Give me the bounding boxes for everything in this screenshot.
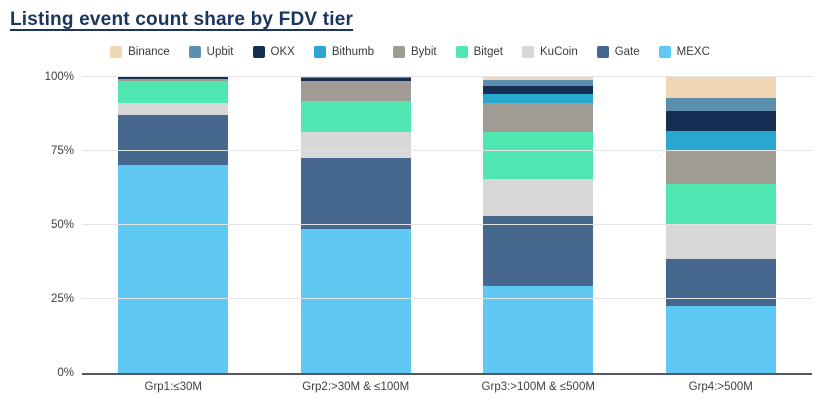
legend-swatch-kucoin (522, 46, 534, 58)
bar-segment-bitget-group3 (483, 132, 594, 179)
legend-item-bithumb: Bithumb (313, 46, 374, 58)
bar-segment-kucoin-group3 (483, 178, 594, 217)
legend-swatch-bybit (393, 46, 405, 58)
legend-label-bybit: Bybit (411, 46, 437, 58)
legend-swatch-okx (252, 46, 265, 58)
legend-swatch-upbit (188, 46, 201, 58)
bar-segment-okx-group1 (118, 77, 229, 79)
legend-item-gate: Gate (596, 46, 640, 58)
bar-segment-binance-group4 (665, 77, 776, 99)
legend-swatch-gate (596, 46, 609, 58)
bar-segment-bybit-group2 (300, 81, 411, 101)
gridline-50pct (82, 224, 812, 225)
legend-label-bithumb: Bithumb (331, 46, 374, 58)
legend-label-bitget: Bitget (473, 46, 503, 58)
y-axis-label-50pct: 50% (50, 219, 74, 231)
legend-label-gate: Gate (614, 46, 640, 58)
bar-segment-mexc-group4 (665, 305, 776, 373)
x-axis-label-group2: Grp2:>30M & ≤100M (302, 381, 410, 393)
stacked-bar-group1 (118, 77, 229, 373)
stacked-bar-group3 (483, 77, 594, 373)
legend-swatch-bitget (455, 46, 468, 58)
bar-segment-mexc-group2 (300, 229, 411, 373)
legend-label-okx: OKX (270, 46, 295, 58)
bar-segment-mexc-group3 (483, 285, 594, 373)
bar-segment-bybit-group1 (118, 78, 229, 82)
legend-item-kucoin: KuCoin (522, 46, 578, 58)
bars (82, 77, 812, 373)
bar-segment-kucoin-group4 (665, 223, 776, 260)
y-axis-label-0pct: 0% (57, 367, 74, 379)
x-axis-label-group4: Grp4:>500M (688, 381, 753, 393)
legend-item-okx: OKX (252, 46, 295, 58)
bar-segment-upbit-group3 (483, 80, 594, 86)
bar-segment-bitget-group1 (118, 81, 229, 104)
bar-segment-bithumb-group4 (665, 130, 776, 151)
legend-label-upbit: Upbit (206, 46, 234, 58)
legend-swatch-mexc (658, 46, 671, 58)
legend-label-kucoin: KuCoin (540, 46, 578, 58)
x-axis-label-group1: Grp1:≤30M (144, 381, 202, 393)
y-axis-label-100pct: 100% (44, 71, 74, 83)
bar-segment-okx-group3 (483, 85, 594, 94)
bar-segment-upbit-group4 (665, 98, 776, 112)
bar-slot-1 (82, 77, 265, 373)
y-axis-label-75pct: 75% (50, 145, 74, 157)
gridline-25pct (82, 298, 812, 299)
legend-item-upbit: Upbit (188, 46, 234, 58)
legend-swatch-binance (110, 46, 123, 58)
bar-segment-mexc-group1 (118, 165, 229, 373)
legend-swatch-bithumb (313, 46, 326, 58)
bar-segment-gate-group2 (300, 158, 411, 230)
bar-segment-bitget-group2 (300, 100, 411, 132)
bar-segment-bitget-group4 (665, 183, 776, 224)
bar-segment-kucoin-group1 (118, 103, 229, 115)
bar-segment-kucoin-group2 (300, 131, 411, 159)
legend: Binance Upbit OKX Bithumb Bybit Bitget KuCoin G… (0, 46, 820, 58)
legend-item-binance: Binance (110, 46, 170, 58)
bar-segment-gate-group1 (118, 114, 229, 166)
y-axis-labels: 0% 25% 50% 75% 100% (0, 71, 82, 379)
bar-segment-gate-group3 (483, 216, 594, 286)
bar-segment-bybit-group4 (665, 150, 776, 184)
legend-label-binance: Binance (128, 46, 170, 58)
chart-area: 0% 25% 50% 75% 100% (0, 71, 812, 379)
bar-slot-3 (447, 77, 630, 373)
bar-segment-bybit-group3 (483, 102, 594, 133)
stacked-bar-group4 (665, 77, 776, 373)
bar-segment-bithumb-group3 (483, 93, 594, 103)
bar-slot-2 (265, 77, 448, 373)
bar-segment-okx-group4 (665, 111, 776, 131)
legend-item-bybit: Bybit (393, 46, 437, 58)
gridline-75pct (82, 150, 812, 151)
bar-segment-binance-group3 (483, 77, 594, 81)
legend-item-bitget: Bitget (455, 46, 503, 58)
stacked-bar-group2 (300, 77, 411, 373)
y-axis-label-25pct: 25% (50, 293, 74, 305)
legend-label-mexc: MEXC (676, 46, 710, 58)
gridline-100pct (82, 76, 812, 77)
x-axis-label-group3: Grp3:>100M & ≤500M (481, 381, 595, 393)
bar-slot-4 (630, 77, 813, 373)
bar-segment-upbit-group2 (300, 77, 411, 79)
plot-area (82, 76, 812, 375)
x-axis-labels: Grp1:≤30M Grp2:>30M & ≤100M Grp3:>100M & ≤… (0, 381, 812, 393)
bar-segment-okx-group2 (300, 78, 411, 82)
legend-item-mexc: MEXC (658, 46, 710, 58)
chart-title: Listing event count share by FDV tier (10, 9, 354, 30)
